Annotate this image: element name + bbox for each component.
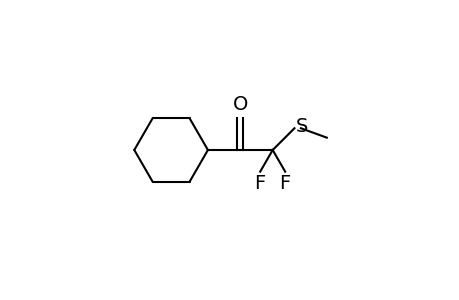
Text: F: F	[279, 174, 290, 193]
Text: F: F	[254, 174, 265, 193]
Text: O: O	[232, 95, 247, 114]
Text: S: S	[295, 117, 308, 136]
